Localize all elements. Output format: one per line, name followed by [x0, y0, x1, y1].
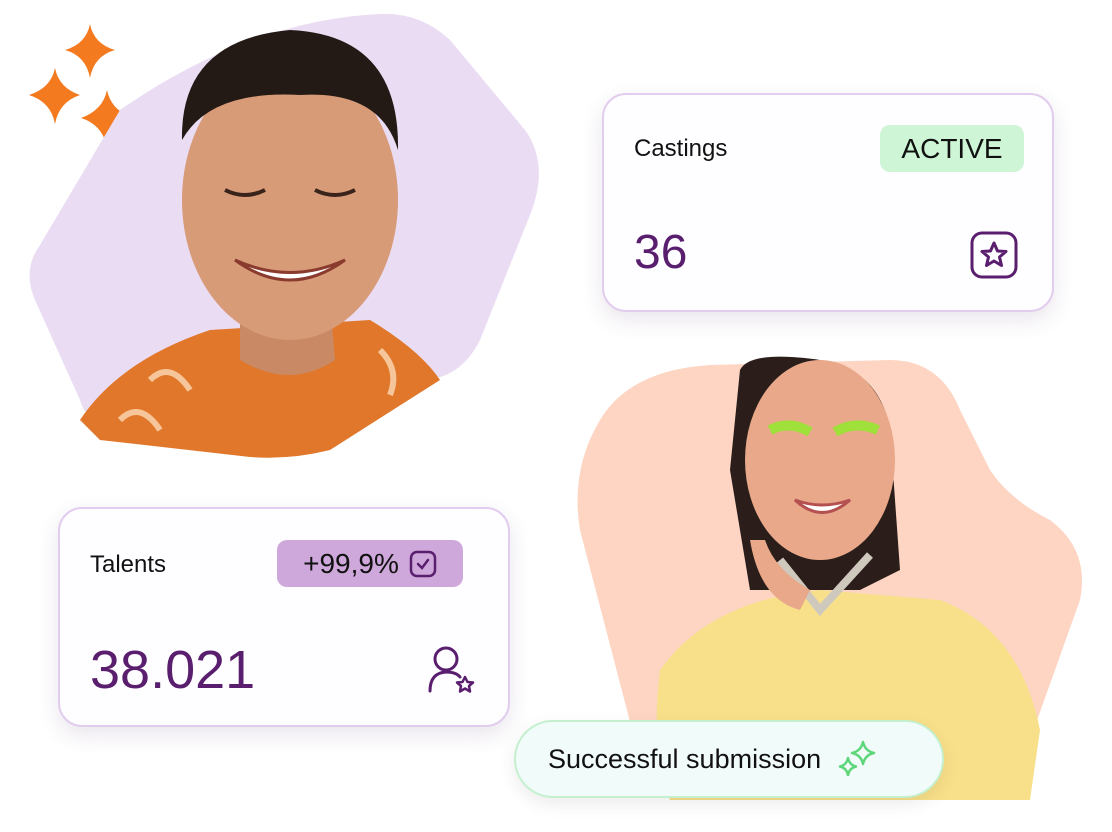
user-star-icon — [428, 646, 475, 693]
sparkles-icon — [29, 24, 133, 148]
check-square-icon — [409, 550, 437, 577]
castings-title: Castings — [634, 135, 728, 162]
talents-title: Talents — [90, 551, 167, 578]
success-notification: Successful submission — [514, 720, 944, 798]
castings-card: Castings ACTIVE 36 — [602, 93, 1054, 312]
star-square-icon — [970, 231, 1018, 279]
success-label: Successful submission — [548, 743, 822, 774]
talents-value: 38.021 — [90, 640, 256, 700]
castings-value: 36 — [634, 226, 688, 279]
man-photo — [29, 13, 539, 458]
growth-value: +99,9% — [303, 547, 399, 579]
active-badge: ACTIVE — [880, 125, 1024, 172]
sparkles-icon — [838, 740, 876, 777]
talents-card: Talents +99,9% 38.021 — [58, 507, 510, 727]
growth-badge: +99,9% — [277, 540, 463, 587]
